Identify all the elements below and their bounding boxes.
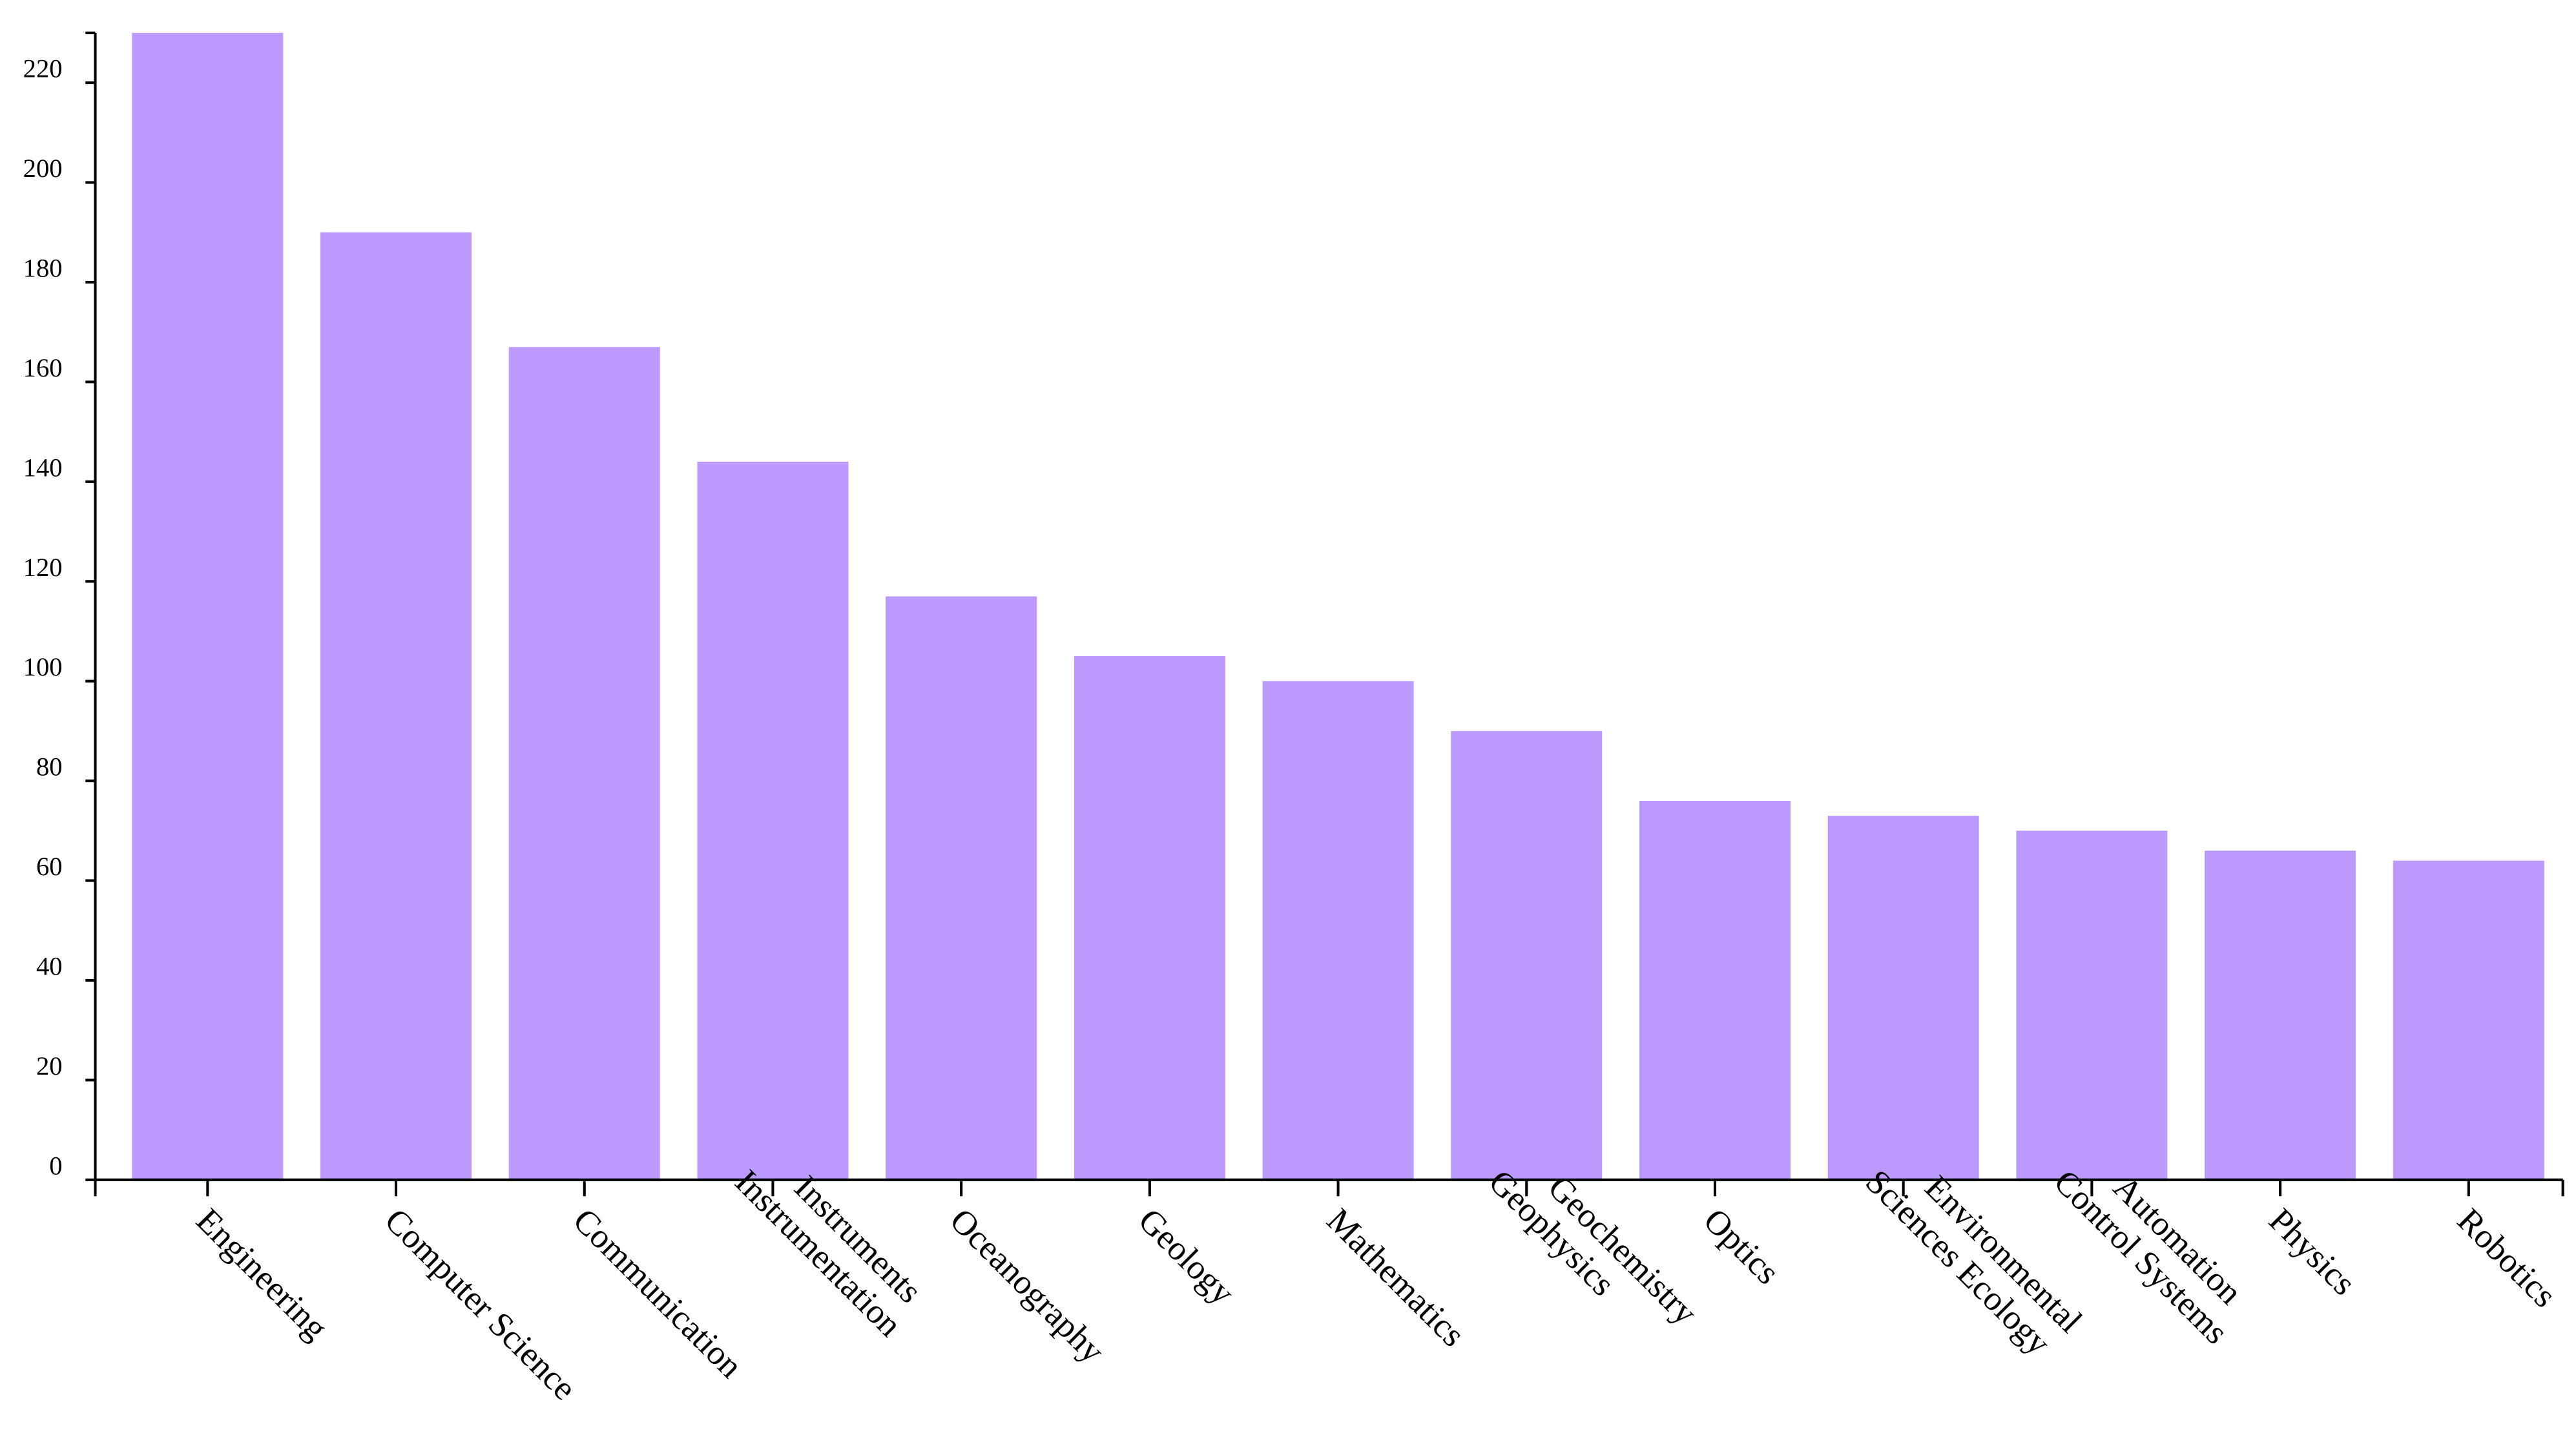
- bar: [2393, 860, 2544, 1180]
- y-tick-label: 160: [23, 353, 63, 382]
- x-tick-label: Engineering: [189, 1201, 336, 1347]
- bar: [508, 347, 660, 1180]
- bar: [1639, 800, 1791, 1180]
- y-tick-label: 60: [36, 852, 63, 881]
- y-tick-label: 200: [23, 154, 63, 183]
- y-tick-label: 100: [23, 652, 63, 681]
- bar: [1074, 656, 1225, 1180]
- y-tick-label: 20: [36, 1051, 63, 1080]
- bar: [886, 596, 1037, 1180]
- y-tick-label: 140: [23, 453, 63, 482]
- bar: [2205, 851, 2356, 1180]
- x-tick-label: Geology: [1131, 1201, 1243, 1312]
- x-tick-label: Physics: [2261, 1201, 2363, 1303]
- x-tick-label: Robotics: [2450, 1201, 2564, 1315]
- y-tick-label: 120: [23, 553, 63, 582]
- bar: [1262, 681, 1414, 1180]
- bar: [1827, 816, 1979, 1180]
- y-tick-label: 220: [23, 54, 63, 83]
- y-tick-label: 0: [49, 1151, 62, 1180]
- bar: [1451, 730, 1603, 1180]
- x-tick-label: Mathematics: [1320, 1201, 1473, 1354]
- y-tick-label: 80: [36, 752, 63, 781]
- bar: [2016, 831, 2168, 1180]
- x-tick-label: Communication: [566, 1201, 751, 1385]
- bar: [697, 461, 849, 1180]
- x-tick-label: Oceanography: [942, 1201, 1112, 1370]
- x-tick-label: Computer Science: [377, 1201, 584, 1407]
- x-tick-label: Optics: [1696, 1201, 1787, 1292]
- y-tick-label: 40: [36, 951, 63, 980]
- bar: [320, 232, 472, 1180]
- y-tick-label: 180: [23, 253, 63, 282]
- bar: [132, 32, 284, 1180]
